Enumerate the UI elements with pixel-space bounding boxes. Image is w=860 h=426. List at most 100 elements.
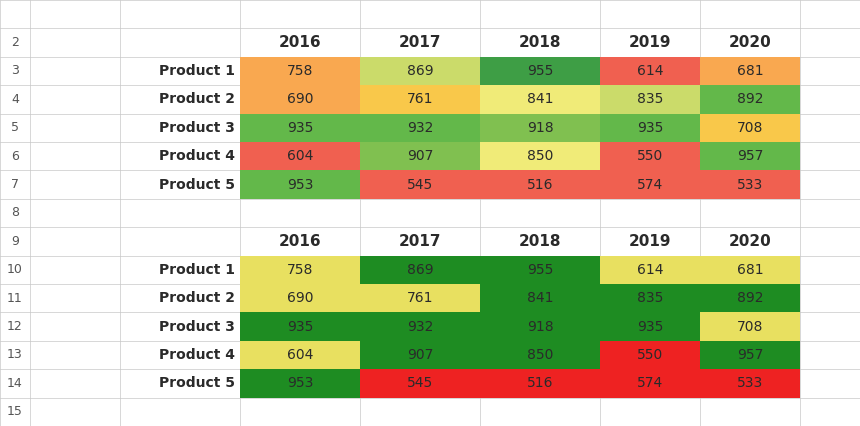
Bar [240, 341, 360, 369]
Text: 545: 545 [407, 377, 433, 390]
Bar [700, 142, 800, 170]
Bar [480, 170, 600, 199]
Bar [600, 85, 700, 114]
Bar [480, 142, 600, 170]
Bar [600, 312, 700, 341]
Text: 8: 8 [11, 207, 19, 219]
Text: 516: 516 [526, 377, 553, 390]
Text: 690: 690 [286, 92, 313, 106]
Text: Product 2: Product 2 [159, 92, 235, 106]
Text: 835: 835 [636, 291, 663, 305]
Text: Product 5: Product 5 [159, 178, 235, 192]
Bar [240, 170, 360, 199]
Text: 841: 841 [526, 291, 553, 305]
Bar [480, 57, 600, 85]
Text: 550: 550 [637, 149, 663, 163]
Text: 918: 918 [526, 121, 553, 135]
Bar [360, 85, 480, 114]
Text: 708: 708 [737, 121, 763, 135]
Bar [600, 57, 700, 85]
Bar [480, 284, 600, 312]
Text: 761: 761 [407, 92, 433, 106]
Bar [480, 114, 600, 142]
Bar [360, 341, 480, 369]
Text: 2017: 2017 [399, 234, 441, 249]
Text: 2018: 2018 [519, 35, 562, 50]
Bar [700, 369, 800, 397]
Text: 892: 892 [737, 291, 764, 305]
Bar [360, 312, 480, 341]
Text: 6: 6 [11, 150, 19, 163]
Bar [240, 312, 360, 341]
Text: 761: 761 [407, 291, 433, 305]
Text: 953: 953 [287, 178, 313, 192]
Bar [240, 85, 360, 114]
Bar [240, 114, 360, 142]
Bar [600, 341, 700, 369]
Bar [360, 284, 480, 312]
Bar [700, 256, 800, 284]
Bar [700, 57, 800, 85]
Text: 850: 850 [527, 348, 553, 362]
Text: 533: 533 [737, 178, 763, 192]
Text: 957: 957 [737, 348, 763, 362]
Bar [480, 85, 600, 114]
Text: Product 1: Product 1 [159, 263, 235, 277]
Bar [360, 114, 480, 142]
Text: 3: 3 [11, 64, 19, 78]
Text: Product 5: Product 5 [159, 377, 235, 390]
Text: 7: 7 [11, 178, 19, 191]
Bar [480, 256, 600, 284]
Text: 835: 835 [636, 92, 663, 106]
Text: 955: 955 [527, 263, 553, 277]
Text: 10: 10 [7, 263, 23, 276]
Text: 957: 957 [737, 149, 763, 163]
Text: Product 4: Product 4 [159, 348, 235, 362]
Bar [240, 142, 360, 170]
Text: 892: 892 [737, 92, 764, 106]
Text: 2018: 2018 [519, 234, 562, 249]
Bar [480, 312, 600, 341]
Bar [700, 170, 800, 199]
Text: 4: 4 [11, 93, 19, 106]
Text: 935: 935 [287, 320, 313, 334]
Text: 604: 604 [287, 348, 313, 362]
Text: 690: 690 [286, 291, 313, 305]
Bar [700, 85, 800, 114]
Text: 935: 935 [636, 121, 663, 135]
Bar [600, 256, 700, 284]
Text: 2: 2 [11, 36, 19, 49]
Bar [700, 114, 800, 142]
Bar [360, 369, 480, 397]
Text: Product 3: Product 3 [159, 121, 235, 135]
Text: 2017: 2017 [399, 35, 441, 50]
Bar [360, 57, 480, 85]
Text: 2016: 2016 [279, 35, 322, 50]
Bar [240, 57, 360, 85]
Bar [360, 170, 480, 199]
Bar [600, 170, 700, 199]
Text: 604: 604 [287, 149, 313, 163]
Text: 533: 533 [737, 377, 763, 390]
Text: 614: 614 [636, 64, 663, 78]
Text: 2020: 2020 [728, 234, 771, 249]
Text: 2019: 2019 [629, 234, 672, 249]
Bar [360, 142, 480, 170]
Bar [360, 256, 480, 284]
Text: Product 4: Product 4 [159, 149, 235, 163]
Text: 907: 907 [407, 348, 433, 362]
Text: 932: 932 [407, 121, 433, 135]
Text: 869: 869 [407, 64, 433, 78]
Bar [480, 369, 600, 397]
Text: 708: 708 [737, 320, 763, 334]
Bar [700, 284, 800, 312]
Text: Product 2: Product 2 [159, 291, 235, 305]
Text: 11: 11 [7, 292, 23, 305]
Text: 841: 841 [526, 92, 553, 106]
Text: 2019: 2019 [629, 35, 672, 50]
Text: 869: 869 [407, 263, 433, 277]
Text: 15: 15 [7, 405, 23, 418]
Bar [240, 369, 360, 397]
Text: 918: 918 [526, 320, 553, 334]
Text: 850: 850 [527, 149, 553, 163]
